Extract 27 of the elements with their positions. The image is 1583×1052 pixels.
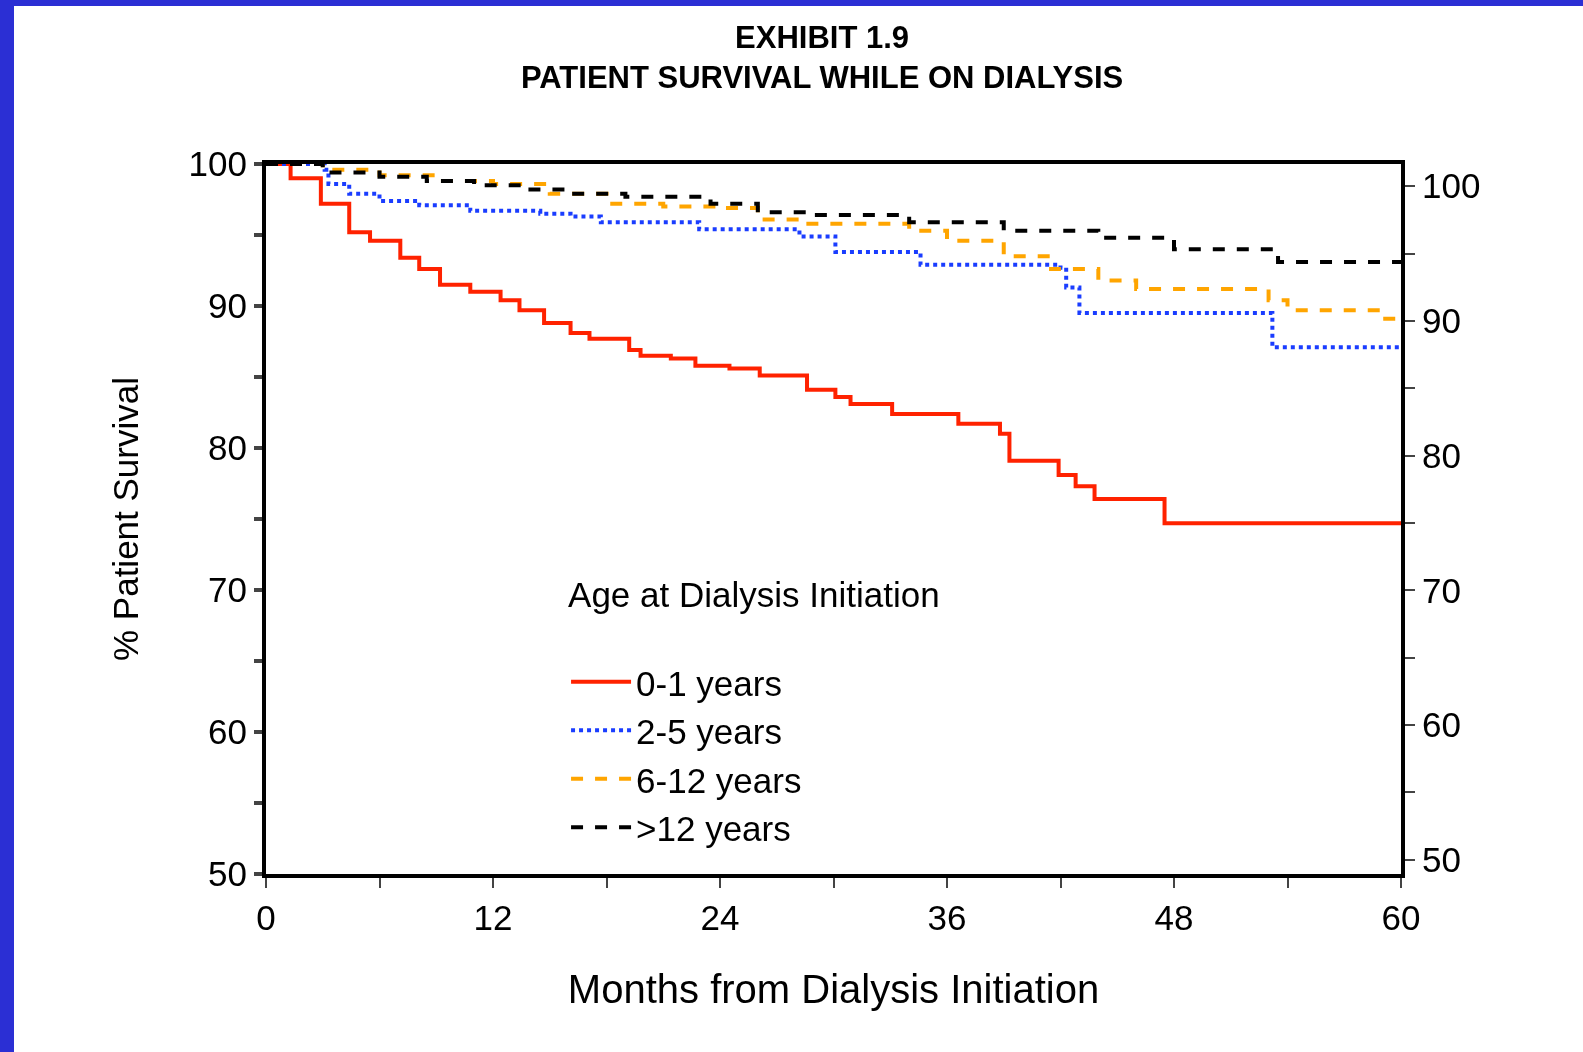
- x-tick-label: 12: [473, 898, 513, 937]
- chart-subtitle: PATIENT SURVIVAL WHILE ON DIALYSIS: [520, 60, 1124, 96]
- legend-label: 6-12 years: [636, 760, 802, 800]
- chart-title: EXHIBIT 1.9: [735, 19, 910, 55]
- y2-tick-label: 60: [1422, 705, 1461, 745]
- y-tick-label: 90: [208, 286, 247, 326]
- legend-title: Age at Dialysis Initiation: [568, 575, 940, 615]
- x-tick-label: 60: [1381, 898, 1421, 937]
- y-tick-label: 70: [208, 570, 247, 610]
- x-tick-label: 0: [256, 898, 276, 937]
- y2-tick-label: 80: [1422, 435, 1461, 475]
- x-tick-label: 36: [927, 898, 967, 937]
- x-axis-title: Months from Dialysis Initiation: [567, 967, 1100, 1011]
- legend-label: 2-5 years: [636, 712, 782, 751]
- legend-label: >12 years: [636, 809, 791, 848]
- y-axis-title: % Patient Survival: [106, 376, 146, 662]
- y2-tick-label: 90: [1422, 301, 1461, 341]
- y2-tick-label: 50: [1422, 840, 1461, 880]
- y2-tick-label: 70: [1422, 570, 1461, 610]
- x-tick-label: 48: [1154, 898, 1194, 937]
- y-tick-label: 60: [208, 712, 247, 752]
- y-tick-label: 50: [208, 854, 247, 894]
- x-tick-label: 24: [700, 898, 740, 937]
- legend-label: 0-1 years: [636, 663, 782, 703]
- y-tick-label: 80: [208, 428, 247, 468]
- y-tick-label: 100: [188, 144, 247, 184]
- y2-tick-label: 100: [1422, 166, 1481, 206]
